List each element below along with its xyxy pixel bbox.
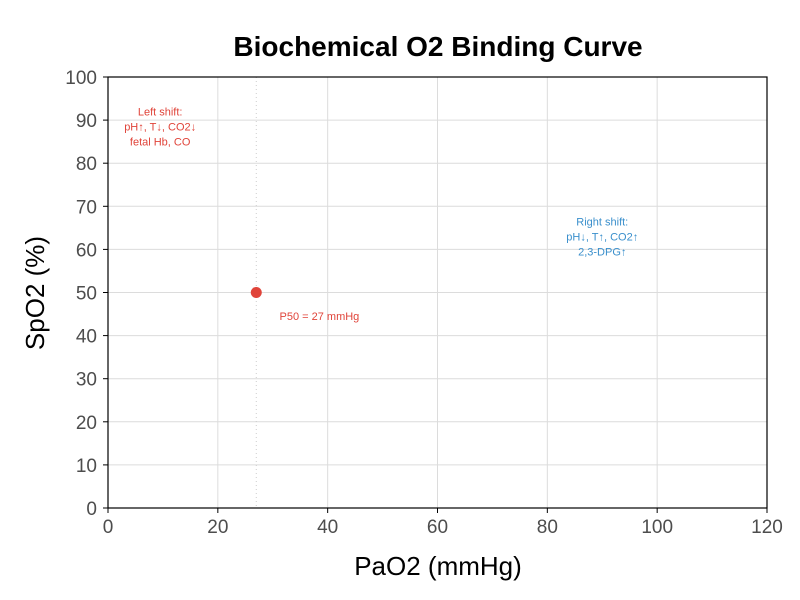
y-tick-label: 100 bbox=[65, 68, 97, 89]
annotation-line: fetal Hb, CO bbox=[130, 137, 191, 149]
x-tick-label: 0 bbox=[103, 517, 114, 538]
y-tick-label: 0 bbox=[86, 499, 97, 520]
data-points bbox=[250, 287, 262, 298]
y-tick-label: 30 bbox=[76, 370, 97, 391]
y-tick-label: 20 bbox=[76, 413, 97, 434]
y-tick-label: 40 bbox=[76, 327, 97, 348]
x-tick-label: 80 bbox=[537, 517, 558, 538]
y-axis-title: SpO2 (%) bbox=[20, 236, 50, 350]
x-axis-ticks: 0 20 40 60 80 100 120 bbox=[103, 508, 783, 538]
annotation-line: Right shift: bbox=[576, 216, 628, 228]
annotation-line: Left shift: bbox=[138, 107, 183, 119]
y-tick-label: 10 bbox=[76, 456, 97, 477]
data-point bbox=[250, 287, 262, 298]
y-tick-label: 90 bbox=[76, 111, 97, 132]
annotation-line: pH↑, T↓, CO2↓ bbox=[124, 122, 196, 134]
x-tick-label: 40 bbox=[317, 517, 338, 538]
x-tick-label: 120 bbox=[751, 517, 783, 538]
annotation-line: P50 = 27 mmHg bbox=[280, 311, 360, 323]
y-tick-label: 70 bbox=[76, 197, 97, 218]
annotation-line: 2,3-DPG↑ bbox=[578, 246, 626, 258]
y-axis-ticks: 0 10 20 30 40 50 60 70 80 90 100 bbox=[65, 68, 108, 520]
x-tick-label: 100 bbox=[641, 517, 673, 538]
y-tick-label: 50 bbox=[76, 284, 97, 305]
x-axis-title: PaO2 (mmHg) bbox=[354, 551, 522, 581]
x-tick-label: 20 bbox=[207, 517, 228, 538]
annotation-line: pH↓, T↑, CO2↑ bbox=[566, 231, 638, 243]
y-tick-label: 60 bbox=[76, 240, 97, 261]
annotations: P50 = 27 mmHg Left shift: pH↑, T↓, CO2↓ fet… bbox=[124, 107, 638, 324]
chart-title: Biochemical O2 Binding Curve bbox=[233, 31, 642, 62]
y-tick-label: 80 bbox=[76, 154, 97, 175]
x-tick-label: 60 bbox=[427, 517, 448, 538]
